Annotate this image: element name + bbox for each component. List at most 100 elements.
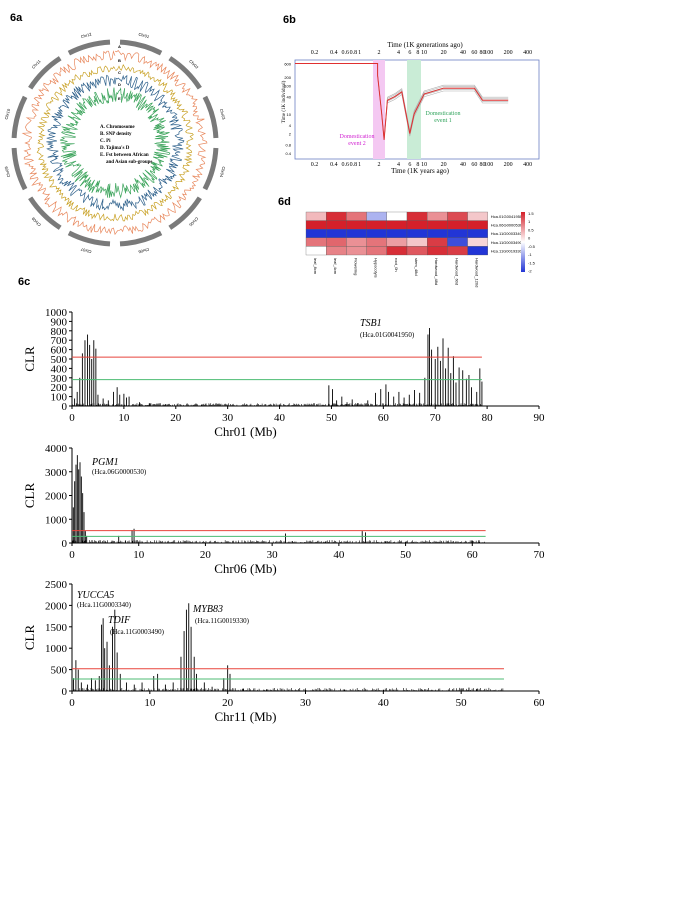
x-tick-label: 40: [378, 697, 390, 709]
psmc-y-tick: 0.4: [285, 151, 291, 156]
y-tick-label: 1500: [45, 622, 68, 634]
psmc-bottom-tick: 400: [523, 162, 532, 168]
x-tick-label: 50: [400, 549, 412, 561]
chromosome-label: Chr11: [31, 58, 43, 70]
circos-legend: A. Chromosome B. SNP density C. Pi D. Ta…: [100, 125, 152, 165]
psmc-y-tick: 10: [287, 112, 292, 117]
y-axis-label: CLR: [22, 483, 37, 509]
psmc-bottom-tick: 0.2: [311, 162, 319, 168]
y-tick-label: 300: [51, 373, 68, 385]
heatmap-scale-label: 1: [528, 219, 531, 224]
heatmap-col-label: root_0h: [394, 258, 399, 272]
gene-annotation: TDIF: [108, 615, 131, 626]
y-tick-label: 100: [51, 392, 68, 404]
psmc-top-tick: 40: [460, 50, 466, 56]
y-tick-label: 1000: [45, 643, 68, 655]
x-tick-label: 90: [534, 412, 546, 424]
psmc-bottom-tick: 0.4: [330, 162, 338, 168]
psmc-bottom-tick: 60: [471, 162, 477, 168]
heatmap-row-label: Hca.01G0041950: [491, 214, 523, 219]
heatmap-scale-label: -0.5: [528, 244, 536, 249]
circos-legend-line: E. Fst between African: [100, 153, 149, 158]
circos-legend-line: B. SNP density: [100, 132, 132, 137]
psmc-bottom-tick: 0.6: [342, 162, 350, 168]
y-tick-label: 4000: [45, 443, 68, 455]
x-tick-label: 10: [144, 697, 156, 709]
track-letter: B: [118, 58, 121, 63]
chromosome-arc: [119, 230, 163, 247]
y-tick-label: 1000: [45, 514, 68, 526]
heatmap-cell: [467, 246, 488, 256]
dom-event-1-label: Domestication: [426, 111, 461, 117]
y-tick-label: 900: [51, 316, 68, 328]
heatmap-col-label: leaf_8cm: [313, 258, 318, 275]
psmc-bottom-tick: 200: [504, 162, 513, 168]
psmc-bottom-tick: 4: [397, 162, 400, 168]
psmc-bottom-tick: 100: [484, 162, 493, 168]
chromosome-label: Chr10: [3, 107, 11, 120]
psmc-top-tick: 1: [358, 50, 361, 56]
gene-id-annotation: (Hca.11G0003340): [77, 601, 132, 609]
x-tick-label: 70: [430, 412, 442, 424]
gene-annotation: YUCCA5: [77, 590, 114, 601]
heatmap-col-label: leaf_4cm: [333, 258, 338, 275]
psmc-bottom-axis-title: Time (1K years ago): [391, 167, 450, 175]
y-tick-label: 1000: [45, 307, 68, 319]
psmc-main-line: [295, 63, 509, 140]
psmc-bottom-tick: 2: [378, 162, 381, 168]
heatmap-col-label: Hardwood_120d: [475, 258, 480, 287]
dom-event-2-label: Domestication: [340, 134, 375, 140]
x-axis-label: Chr06 (Mb): [214, 561, 276, 576]
y-tick-label: 3000: [45, 467, 68, 479]
y-tick-label: 2500: [45, 579, 68, 591]
x-tick-label: 20: [200, 549, 212, 561]
x-tick-label: 20: [170, 412, 182, 424]
circos-track-3: [59, 87, 171, 199]
x-tick-label: 60: [467, 549, 479, 561]
psmc-top-tick: 4: [397, 50, 400, 56]
x-tick-label: 40: [274, 412, 286, 424]
y-tick-label: 700: [51, 335, 68, 347]
chromosome-arc: [28, 196, 62, 230]
x-tick-label: 50: [326, 412, 338, 424]
y-tick-label: 0: [62, 401, 68, 413]
psmc-top-tick: 200: [504, 50, 513, 56]
x-axis-label: Chr01 (Mb): [214, 424, 276, 439]
y-tick-label: 600: [51, 345, 68, 357]
circos-legend-line: C. Pi: [100, 139, 111, 144]
panel-label-d: 6d: [278, 196, 291, 208]
x-tick-label: 0: [69, 697, 75, 709]
psmc-top-tick: 0.6: [342, 50, 350, 56]
gene-annotation: MYB83: [192, 604, 223, 615]
track-letter: A: [118, 44, 121, 49]
psmc-bottom-tick: 20: [441, 162, 447, 168]
y-tick-label: 0: [62, 538, 68, 550]
chromosome-arc: [11, 95, 28, 139]
chromosome-label: Chr04: [219, 166, 227, 179]
gene-id-annotation: (Hca.01G0041950): [360, 331, 415, 339]
chromosome-arc: [28, 56, 62, 90]
x-tick-label: 70: [534, 549, 546, 561]
heatmap-scale-label: -2: [528, 269, 532, 274]
chromosome-label: Chr09: [3, 165, 11, 178]
y-axis-label: CLR: [22, 625, 37, 651]
psmc-y-tick: 40: [287, 95, 292, 100]
heatmap-row-label: Hca.11G0003340: [491, 231, 523, 236]
psmc-y-tick: 100: [284, 84, 291, 89]
y-tick-label: 800: [51, 326, 68, 338]
psmc-top-tick: 0.2: [311, 50, 319, 56]
dom-event-1-label: event 1: [434, 118, 452, 124]
x-tick-label: 10: [118, 412, 130, 424]
chromosome-arc: [11, 147, 28, 191]
heatmap-scale-label: 0: [528, 236, 531, 241]
psmc-bottom-tick: 80: [479, 162, 485, 168]
x-tick-label: 80: [482, 412, 494, 424]
x-tick-label: 50: [456, 697, 468, 709]
psmc-top-tick: 10: [421, 50, 427, 56]
heatmap-row-label: Hca.11G0019330: [491, 248, 523, 253]
x-tick-label: 60: [378, 412, 390, 424]
chromosome-label: Chr07: [79, 247, 92, 255]
heatmap-scale-label: -1.5: [528, 260, 536, 265]
chromosome-label: Chr03: [219, 108, 227, 121]
